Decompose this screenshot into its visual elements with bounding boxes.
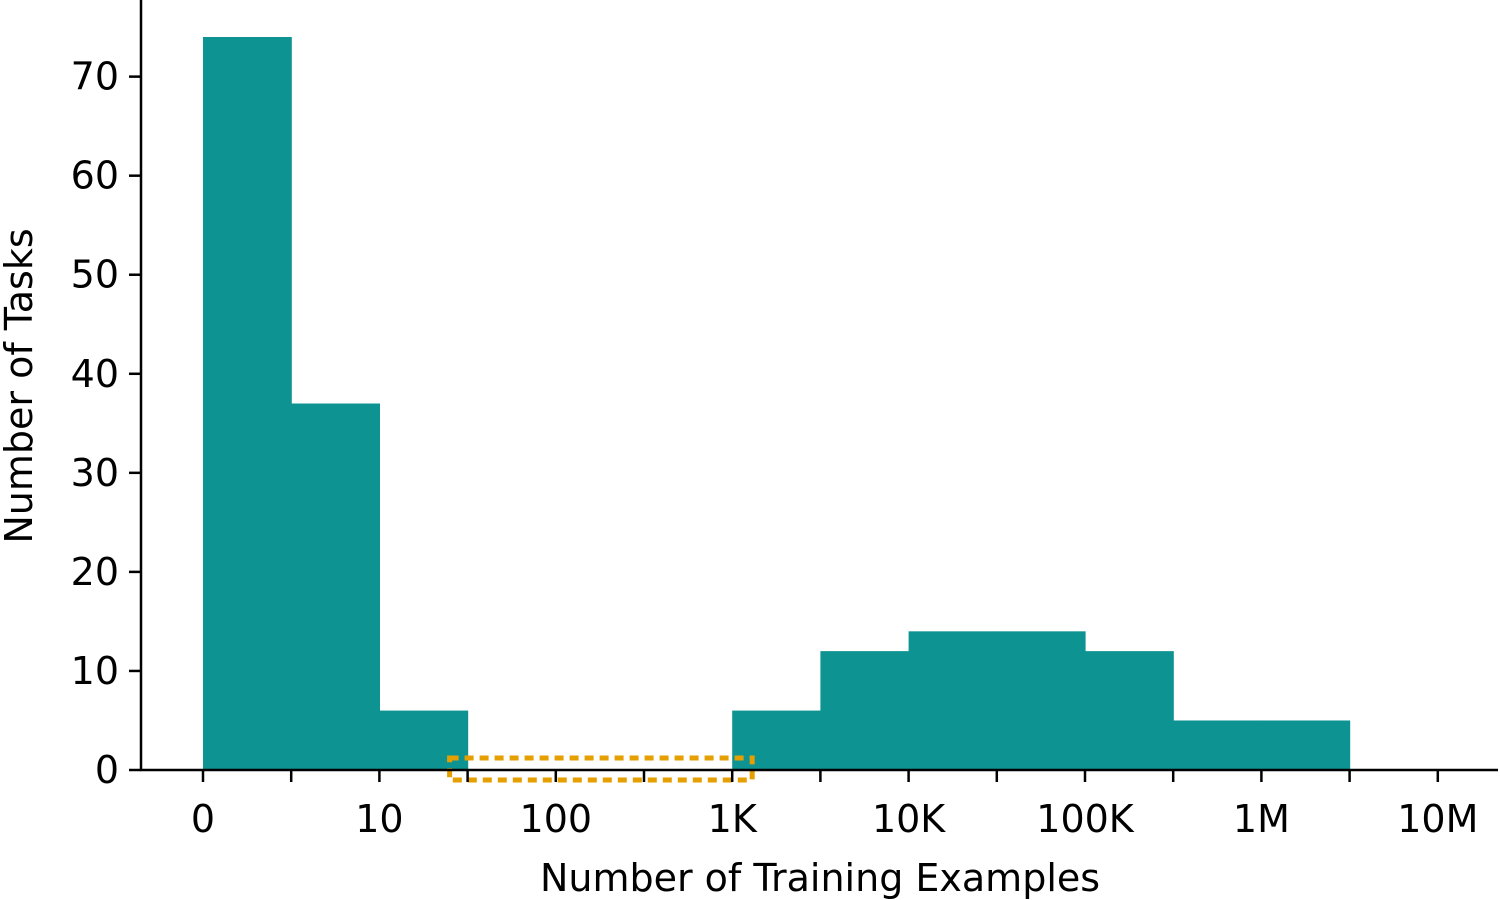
y-tick-label: 20 xyxy=(71,550,119,594)
y-axis-title: Number of Tasks xyxy=(0,228,41,543)
axes-group: 0 10 20 30 40 50 60 70 0 10 100 1K 10K 100K 1M 10M xyxy=(71,0,1498,841)
y-tick-label: 10 xyxy=(71,649,119,693)
histogram-bar xyxy=(732,710,821,770)
y-tick-label: 30 xyxy=(71,451,119,495)
x-tick-label: 10 xyxy=(355,797,403,841)
bars-group xyxy=(203,37,1351,770)
x-tick-label: 100 xyxy=(520,797,593,841)
x-tick-label: 10M xyxy=(1397,797,1478,841)
x-tick-label: 0 xyxy=(191,797,215,841)
histogram-bar xyxy=(1173,720,1262,770)
x-axis-title: Number of Training Examples xyxy=(540,856,1100,900)
y-tick-label: 40 xyxy=(71,352,119,396)
x-tick-label: 100K xyxy=(1036,797,1135,841)
histogram-bar xyxy=(820,651,910,770)
histogram-bar xyxy=(908,631,998,770)
histogram-bar xyxy=(1261,720,1351,770)
x-tick-label: 1M xyxy=(1233,797,1290,841)
y-tick-label: 60 xyxy=(71,154,119,198)
histogram-bar xyxy=(291,403,380,770)
x-tick-label: 10K xyxy=(872,797,946,841)
histogram-bar xyxy=(996,631,1086,770)
histogram-bar xyxy=(379,710,469,770)
y-tick-label: 0 xyxy=(95,748,119,792)
y-tick-label: 70 xyxy=(71,55,119,99)
y-tick-label: 50 xyxy=(71,253,119,297)
histogram-bar xyxy=(1085,651,1174,770)
x-tick-label: 1K xyxy=(708,797,758,841)
histogram-bar xyxy=(203,37,292,770)
